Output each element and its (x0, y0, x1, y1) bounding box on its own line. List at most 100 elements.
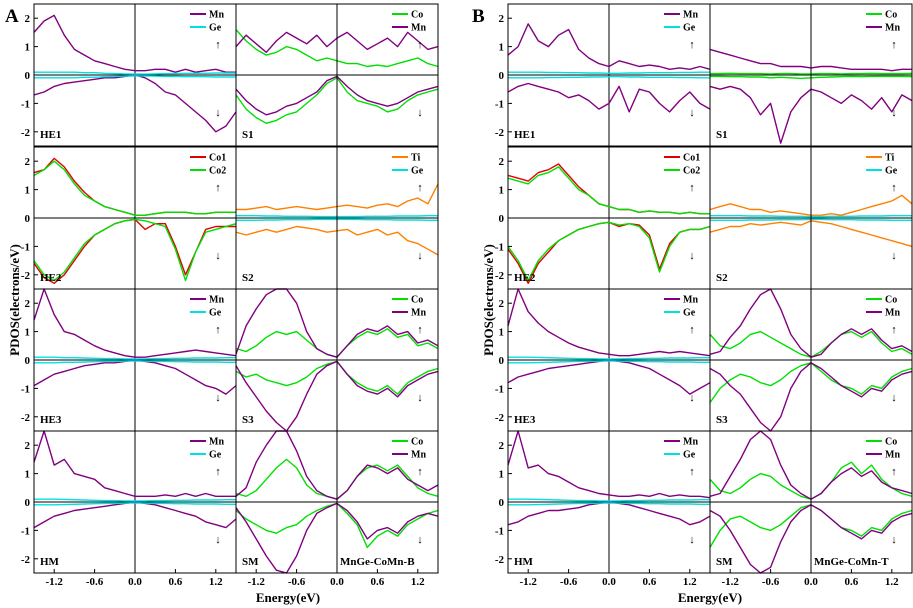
fig-b-panel-he1-label: HE1 (514, 129, 535, 141)
fig-b-panel-sm-legend-mn: Mn (885, 450, 900, 461)
fig-b-panel-hm-x-tick-label: -1.2 (519, 576, 537, 588)
fig-a-panel-he3-spin-down-arrow: ↓ (215, 392, 221, 404)
fig-a-panel-hm-mn-up-line (33, 430, 236, 497)
fig-a-panel-s1-spin-up-arrow: ↑ (417, 39, 423, 51)
fig-a-panel-s3-label: S3 (242, 414, 254, 426)
fig-b-panel-he3-y-tick-label: -1 (495, 383, 504, 395)
fig-b-panel-hm-mn-up-line (507, 430, 711, 499)
fig-a-panel-sm-legend-co: Co (411, 437, 423, 448)
fig-b-panel-hm-ge-up-line (508, 498, 710, 502)
fig-a-panel-sm-label: SM (242, 556, 259, 568)
fig-b-panel-sm-x-tick-label: 0.0 (804, 576, 818, 588)
fig-a-panel-s3-spin-up-arrow: ↑ (417, 324, 423, 336)
fig-b-panel-he2-y-tick-label: -1 (495, 241, 504, 253)
fig-a-panel-he1-y-tick-label: 0 (25, 70, 31, 82)
fig-b-panel-he3-spin-up-arrow: ↑ (689, 324, 695, 336)
fig-b-panel-he1-spin-down-arrow: ↓ (689, 107, 695, 119)
fig-b-panel-he3-spin-down-arrow: ↓ (689, 392, 695, 404)
fig-b-panel-hm-mn-down-line (507, 501, 711, 526)
fig-b-panel-s3-label: S3 (716, 414, 728, 426)
fig-b-panel-s2-label: S2 (716, 272, 728, 284)
fig-a-panel-he1-y-tick-label: -2 (21, 127, 31, 139)
fig-b-panel-he3-ge-up-line (508, 356, 710, 360)
fig-a-panel-he3-y-tick-label: -1 (21, 383, 30, 395)
fig-a-panel-he1-legend-mn: Mn (209, 10, 224, 21)
fig-a-panel-s3-legend-co: Co (411, 295, 423, 306)
fig-b-panel-he1-ge-down-line (508, 75, 710, 79)
fig-b-panel-s1-label: S1 (716, 129, 728, 141)
fig-b-panel-he2-y-tick-label: -2 (495, 270, 505, 282)
y-axis-title: PDOS(electrons/eV) (7, 244, 22, 356)
fig-a-panel-hm-spin-up-arrow: ↑ (215, 466, 221, 478)
fig-a-panel-he1-spin-up-arrow: ↑ (215, 39, 221, 51)
fig-a-panel-hm-mn-down-line (33, 501, 237, 529)
fig-b-panel-s3-spin-down-arrow: ↓ (891, 392, 897, 404)
fig-b-panel-he3-y-tick-label: 1 (499, 327, 505, 339)
fig-b-panel-hm-y-tick-label: 2 (499, 440, 505, 452)
fig-b-panel-he1-y-tick-label: -2 (495, 127, 505, 139)
fig-a-panel-he3-ge-down-line (34, 360, 236, 364)
fig-a-panel-hm-ge-up-line (34, 498, 236, 502)
fig-a-panel-s3: Co Mn ↑ ↓ S3 (235, 288, 439, 432)
fig-a-panel-he2-y-tick-label: -2 (21, 270, 31, 282)
fig-a-panel-s2-legend-ti: Ti (411, 153, 420, 164)
fig-b-panel-he2-spin-down-arrow: ↓ (689, 250, 695, 262)
fig-b-panel-he3-ge-down-line (508, 360, 710, 364)
fig-a-panel-he2-y-tick-label: 0 (25, 213, 31, 225)
fig-b-panel-sm-material-label: MnGe-CoMn-T (814, 556, 889, 568)
fig-a-panel-he3-y-tick-label: 1 (25, 327, 31, 339)
fig-b-panel-sm-spin-up-arrow: ↑ (891, 466, 897, 478)
fig-a-panel-s1-legend-co: Co (411, 10, 423, 21)
fig-b-panel-sm-legend-co: Co (885, 437, 897, 448)
fig-b-panel-hm-y-tick-label: 0 (499, 497, 505, 509)
fig-a-panel-hm: Mn Ge ↑ ↓ HM 2 1 0 -1 -2 -1.2 -0.6 0.0 0.6 1.2 (21, 430, 237, 588)
plot-area: MnGe↑↓HE1210-1-2CoMn↑↓S1Co1Co2↑↓HE2210-1… (21, 3, 913, 588)
fig-b-panel-he3-mn-up-line (507, 288, 711, 357)
fig-a-panel-sm-material-label: MnGe-CoMn-B (340, 556, 415, 568)
fig-a-panel-he3-y-tick-label: -2 (21, 412, 31, 424)
fig-b-panel-s2-spin-up-arrow: ↑ (891, 182, 897, 194)
fig-a-panel-he1-mn-down-line (33, 74, 237, 133)
fig-b-panel-s1: Co Mn ↑ ↓ S1 (709, 3, 913, 147)
fig-a-panel-s2-spin-down-arrow: ↓ (417, 250, 423, 262)
fig-b-panel-hm: Mn Ge ↑ ↓ HM 2 1 0 -1 -2 -1.2 -0.6 0.0 0.6 1.2 (495, 430, 711, 588)
x-axis-title-a: Energy(eV) (256, 590, 320, 605)
fig-b-panel-s3: Co Mn ↑ ↓ S3 (709, 288, 913, 432)
fig-a-panel-sm-x-tick-label: 0.0 (330, 576, 344, 588)
fig-a-panel-he1-mn-up-line (33, 14, 236, 73)
fig-b-panel-he2-y-tick-label: 2 (499, 156, 505, 168)
fig-a-panel-hm-legend-mn: Mn (209, 437, 224, 448)
fig-a-panel-hm-x-tick-label: 1.2 (209, 576, 223, 588)
fig-b-panel-sm-x-tick-label: -1.2 (721, 576, 739, 588)
fig-a-panel-s2-spin-up-arrow: ↑ (417, 182, 423, 194)
fig-b-panel-he2-label: HE2 (514, 272, 536, 284)
fig-b-panel-he2: Co1 Co2 ↑ ↓ HE2 2 1 0 -1 -2 (495, 146, 711, 290)
fig-b-panel-hm-x-tick-label: -0.6 (560, 576, 578, 588)
fig-a-panel-s3-spin-down-arrow: ↓ (417, 392, 423, 404)
fig-a-panel-he1-ge-down-line (34, 75, 236, 79)
fig-b-panel-he3-y-tick-label: 0 (499, 355, 505, 367)
fig-a-panel-hm-x-tick-label: 0.6 (169, 576, 183, 588)
fig-b-panel-hm-y-tick-label: 1 (499, 469, 505, 481)
fig-a-panel-he3-mn-down-line (33, 359, 237, 395)
fig-a-panel-sm-x-tick-label: 1.2 (411, 576, 425, 588)
fig-a-panel-hm-y-tick-label: 0 (25, 497, 31, 509)
fig-b-panel-he2-co2-up-line (507, 166, 710, 215)
fig-b-panel-s2-legend-ge: Ge (885, 166, 898, 177)
fig-a-panel-he1-label: HE1 (40, 129, 61, 141)
fig-b-panel-he1-y-tick-label: 0 (499, 70, 505, 82)
fig-a-panel-sm-legend-mn: Mn (411, 450, 426, 461)
fig-b-panel-he1-y-tick-label: 2 (499, 13, 505, 25)
fig-a-panel-he2-co2-down-line (33, 218, 237, 282)
fig-b-panel-s1-legend-mn: Mn (885, 23, 900, 34)
fig-b-panel-he1-mn-up-line (507, 23, 711, 71)
fig-b-panel-s2-legend-ti: Ti (885, 153, 894, 164)
fig-b-panel-hm-x-tick-label: 1.2 (683, 576, 697, 588)
fig-b-panel-he2-y-tick-label: 1 (499, 185, 505, 197)
fig-b-panel-he1: Mn Ge ↑ ↓ HE1 2 1 0 -1 -2 (495, 3, 711, 147)
fig-b-panel-he1-spin-up-arrow: ↑ (689, 39, 695, 51)
fig-a-panel-he3-y-tick-label: 0 (25, 355, 31, 367)
fig-a-panel-hm-label: HM (40, 556, 60, 568)
